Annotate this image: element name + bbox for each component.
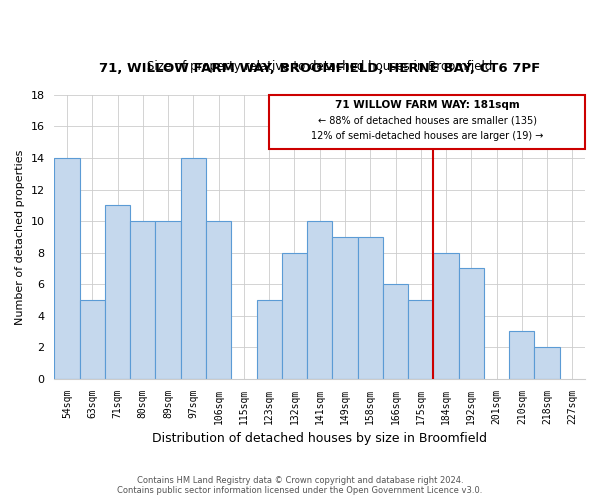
Bar [105,206,130,378]
Bar [358,237,383,378]
Bar [332,237,358,378]
Bar [307,221,332,378]
Text: Contains HM Land Registry data © Crown copyright and database right 2024.
Contai: Contains HM Land Registry data © Crown c… [118,476,482,495]
FancyBboxPatch shape [269,95,585,148]
Bar [282,252,307,378]
Title: Size of property relative to detached houses in Broomfield: Size of property relative to detached ho… [147,60,493,73]
Bar [55,158,80,378]
Y-axis label: Number of detached properties: Number of detached properties [15,149,25,324]
Bar [509,332,535,378]
Bar [155,221,181,378]
Bar [433,252,458,378]
X-axis label: Distribution of detached houses by size in Broomfield: Distribution of detached houses by size … [152,432,487,445]
Text: 71 WILLOW FARM WAY: 181sqm: 71 WILLOW FARM WAY: 181sqm [335,100,520,110]
Text: 12% of semi-detached houses are larger (19) →: 12% of semi-detached houses are larger (… [311,131,543,141]
Bar [535,347,560,378]
Bar [130,221,155,378]
Bar [408,300,433,378]
Text: 71, WILLOW FARM WAY, BROOMFIELD, HERNE BAY, CT6 7PF: 71, WILLOW FARM WAY, BROOMFIELD, HERNE B… [99,62,541,75]
Bar [458,268,484,378]
Bar [383,284,408,378]
Bar [257,300,282,378]
Bar [80,300,105,378]
Text: ← 88% of detached houses are smaller (135): ← 88% of detached houses are smaller (13… [317,115,536,125]
Bar [181,158,206,378]
Bar [206,221,231,378]
